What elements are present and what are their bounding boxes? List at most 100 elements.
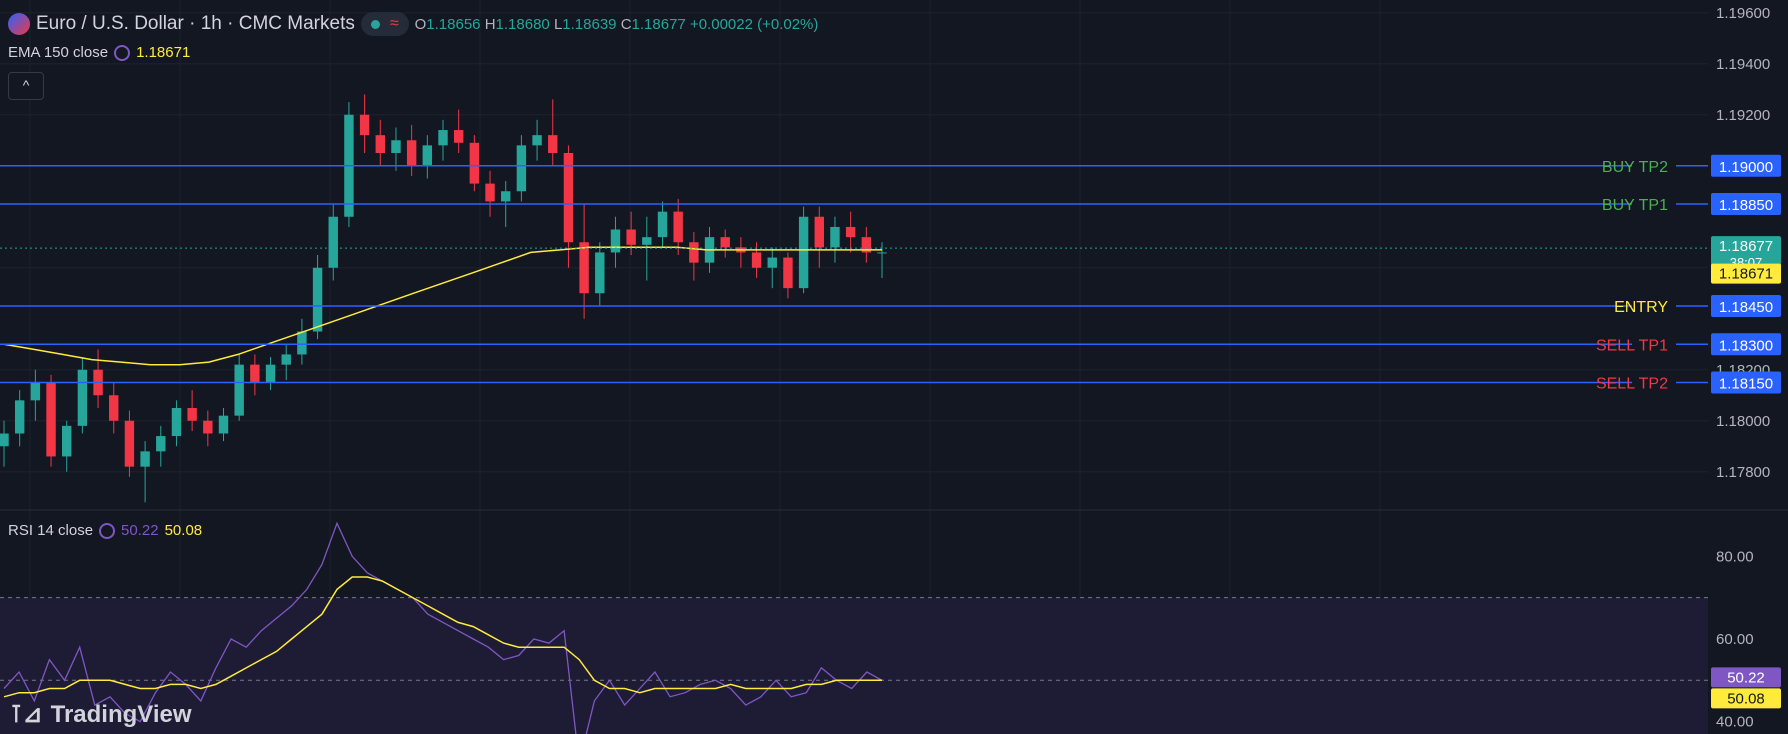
rsi-axis-tick: 40.00 [1716, 714, 1754, 731]
candle-body [375, 135, 385, 153]
tv-logo-icon: ⊺⊿ [10, 701, 43, 728]
candle-body [124, 420, 135, 467]
candle-body [140, 451, 150, 467]
candle-body [532, 135, 542, 146]
candle-body [516, 145, 527, 192]
ohlc-change: +0.00022 (+0.02%) [689, 15, 819, 33]
level-price-value: 1.18150 [1719, 376, 1773, 393]
level-price-tag [1711, 154, 1781, 177]
level-label: BUY TP1 [1602, 197, 1668, 214]
candle-body [548, 135, 558, 153]
ohlc-close: 1.18677 [631, 15, 686, 33]
level-label: BUY TP2 [1602, 159, 1668, 176]
candle-body [62, 425, 72, 457]
collapse-legend-button[interactable]: ^ [8, 72, 44, 100]
candle-body [783, 257, 793, 289]
candle-body [720, 237, 730, 248]
rsi-ma-value-tag [1711, 688, 1781, 709]
refresh-icon[interactable] [114, 44, 131, 61]
candle-body [469, 142, 480, 184]
candle-body [610, 229, 621, 253]
candle-body [359, 114, 370, 136]
candle-body [234, 364, 244, 416]
candle-body [391, 140, 401, 153]
candle-body [861, 237, 872, 253]
candle-body [30, 382, 41, 401]
rsi-tag-value: 50.22 [1727, 669, 1765, 686]
refresh-icon[interactable] [99, 522, 116, 539]
market-open-dot-icon [370, 19, 380, 29]
candle-body [312, 267, 323, 332]
price-axis-tick: 1.19400 [1716, 56, 1770, 73]
brand-name: TradingView [50, 700, 192, 728]
candle-body [218, 415, 229, 434]
level-price-tag [1711, 295, 1781, 317]
rsi-ma-value: 50.08 [164, 522, 203, 539]
candle-body [187, 408, 197, 421]
ema-price-tag [1711, 263, 1781, 284]
candle-body [657, 211, 668, 238]
symbol-title[interactable]: Euro / U.S. Dollar · 1h · CMC Markets [36, 13, 355, 34]
rsi-axis-tick: 80.00 [1716, 548, 1754, 565]
level-price-value: 1.18450 [1719, 299, 1773, 316]
ohlc-readout: O1.18656 H1.18680 L1.18639 C1.18677 +0.0… [414, 15, 819, 33]
last-price-tag [1711, 236, 1781, 273]
candle-body [830, 226, 840, 248]
candle-body [485, 183, 495, 202]
price-axis-tick: 1.18000 [1716, 413, 1770, 430]
candle-body [422, 145, 433, 166]
price-axis-tick: 1.17800 [1716, 464, 1770, 481]
candle-body [156, 436, 166, 452]
price-axis-tick: 1.19600 [1716, 5, 1770, 22]
candle-body [501, 191, 511, 202]
candle-body [250, 364, 260, 383]
last-price-value: 1.18677 [1719, 238, 1773, 255]
tradingview-logo[interactable]: ⊺⊿ TradingView [10, 700, 192, 729]
candle-body [77, 369, 88, 426]
candle-body [579, 242, 589, 294]
candle-body [406, 140, 417, 166]
rsi-band [0, 597, 1708, 734]
rsi-value-tag [1711, 667, 1781, 688]
candle-body [767, 257, 777, 268]
candle-body [845, 226, 856, 238]
level-label: SELL TP2 [1596, 376, 1668, 393]
candle-body [203, 420, 213, 434]
ema-label: EMA 150 close [8, 44, 109, 61]
candle-body [751, 252, 762, 268]
ema-line [3, 246, 882, 366]
ema-value: 1.18671 [136, 44, 191, 61]
rsi-ma-line [3, 576, 882, 698]
level-price-tag [1711, 333, 1781, 356]
level-price-tag [1711, 371, 1781, 394]
candle-body [453, 130, 464, 143]
candle-body [595, 252, 605, 294]
ema-price-value: 1.18671 [1719, 266, 1773, 283]
candle-body [297, 331, 307, 355]
level-label: SELL TP1 [1596, 337, 1668, 354]
candle-body [281, 354, 291, 365]
candle-body [265, 364, 276, 383]
market-status-pill[interactable]: ≈ [360, 12, 409, 36]
ema-legend[interactable]: EMA 150 close 1.18671 [8, 44, 190, 61]
ohlc-low: 1.18639 [562, 15, 617, 33]
candle-body [673, 211, 683, 243]
level-price-value: 1.19000 [1719, 159, 1773, 176]
rsi-line [3, 521, 883, 734]
ohlc-open: 1.18656 [426, 15, 481, 33]
rsi-ma-tag-value: 50.08 [1727, 690, 1765, 707]
candle-body [328, 216, 338, 268]
candle-body [563, 153, 574, 243]
candle-body [798, 216, 809, 289]
level-label: ENTRY [1614, 299, 1668, 316]
level-price-value: 1.18300 [1719, 337, 1773, 354]
candle-body [14, 400, 25, 434]
candle-body [814, 216, 824, 248]
rsi-legend[interactable]: RSI 14 close 50.22 50.08 [8, 522, 202, 539]
rsi-label: RSI 14 close [8, 522, 94, 539]
candle-body [689, 242, 699, 263]
eurusd-flag-icon [8, 13, 30, 35]
candle-body [46, 382, 56, 457]
symbol-legend: Euro / U.S. Dollar · 1h · CMC Markets ≈ … [8, 12, 818, 36]
